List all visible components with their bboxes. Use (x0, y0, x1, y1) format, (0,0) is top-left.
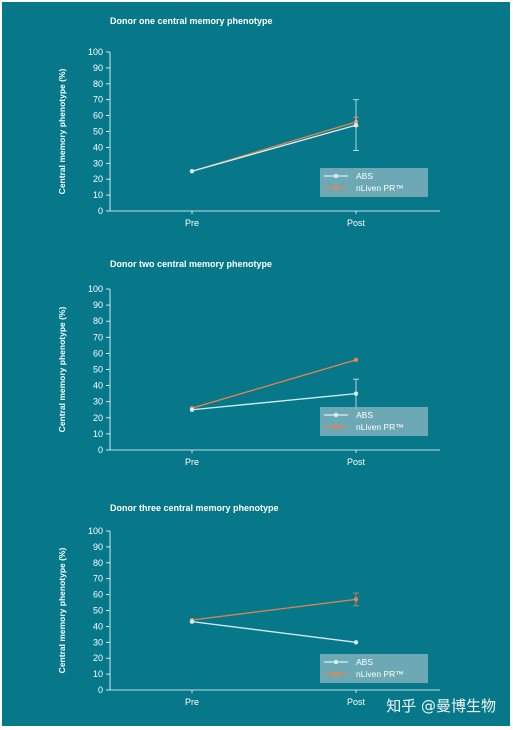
chart2-series-line-nliven (191, 359, 357, 409)
chart2-legend-swatch-marker (333, 424, 339, 430)
chart3-y-tick-label: 90 (93, 542, 103, 552)
chart3-y-axis-label: Central memory phenotype (%) (57, 548, 67, 674)
chart1-data-point-abs (353, 122, 359, 128)
chart1-x-tick-label: Post (347, 218, 366, 228)
chart1-x-tick-label: Pre (185, 218, 199, 228)
chart3-legend-box (320, 654, 428, 683)
chart1-y-axis-label: Central memory phenotype (%) (57, 69, 67, 195)
chart1-y-tick-label: 80 (93, 79, 103, 89)
chart2-y-axis-label: Central memory phenotype (%) (57, 307, 67, 433)
chart3-series-line-nliven (191, 598, 357, 621)
chart2-y-tick-label: 50 (93, 365, 103, 375)
chart2-series-line-abs (191, 393, 357, 411)
chart3-y-tick-label: 0 (98, 685, 103, 695)
chart2-legend-box (320, 407, 428, 436)
chart1-y-tick-label: 10 (93, 190, 103, 200)
chart2-x-tick-label: Post (347, 457, 366, 467)
chart2-y-tick-label: 60 (93, 348, 103, 358)
chart3-legend-label: nLiven PR™ (356, 669, 404, 679)
chart2-y-tick-label: 100 (88, 284, 103, 294)
chart2-x-tick-label: Pre (185, 457, 199, 467)
chart3-legend-label: ABS (356, 657, 373, 667)
chart1-legend-label: ABS (356, 171, 373, 181)
chart1-legend-swatch-marker (333, 185, 339, 191)
chart2-y-tick-label: 30 (93, 397, 103, 407)
chart1-y-tick-label: 20 (93, 174, 103, 184)
chart3-y-tick-label: 20 (93, 653, 103, 663)
chart2-data-point-abs (353, 391, 359, 396)
chart3-y-tick-label: 60 (93, 590, 103, 600)
chart2-legend-label: nLiven PR™ (356, 422, 404, 432)
chart1-legend-swatch-marker (333, 173, 339, 179)
chart1-y-tick-label: 70 (93, 95, 103, 105)
chart2-legend-label: ABS (356, 410, 373, 420)
chart1-legend-box (320, 168, 428, 197)
chart1-series-line-abs (191, 124, 357, 172)
chart3-data-point-abs (353, 640, 359, 645)
chart2-y-tick-label: 90 (93, 300, 103, 310)
chart2-data-point-abs (189, 407, 195, 412)
chart1-legend-label: nLiven PR™ (356, 183, 404, 193)
chart2-y-tick-label: 0 (98, 445, 103, 455)
chart3-y-tick-label: 70 (93, 574, 103, 584)
chart3-y-tick-label: 10 (93, 669, 103, 679)
chart3-y-tick-label: 100 (88, 526, 103, 536)
chart1-data-point-abs (189, 169, 195, 174)
chart1-y-tick-label: 90 (93, 63, 103, 73)
chart2-y-tick-label: 80 (93, 316, 103, 326)
chart3-series-line-abs (191, 620, 357, 643)
chart3-legend-swatch-marker (333, 659, 339, 665)
chart1-y-tick-label: 30 (93, 158, 103, 168)
chart3-y-tick-label: 80 (93, 558, 103, 568)
chart3-x-tick-label: Pre (185, 697, 199, 707)
chart2-y-tick-label: 10 (93, 429, 103, 439)
chart2-legend-swatch-marker (333, 412, 339, 418)
chart2-y-tick-label: 40 (93, 381, 103, 391)
chart3-y-tick-label: 40 (93, 621, 103, 631)
chart3-y-tick-label: 30 (93, 637, 103, 647)
chart2-y-tick-label: 20 (93, 413, 103, 423)
chart3-data-point-abs (189, 619, 195, 624)
chart2-title: Donor two central memory phenotype (110, 259, 272, 269)
chart1-y-tick-label: 60 (93, 111, 103, 121)
chart1-y-tick-label: 40 (93, 142, 103, 152)
chart3-data-point-nliven (353, 597, 359, 602)
chart3-title: Donor three central memory phenotype (110, 503, 279, 513)
watermark-text: 知乎 @曼博生物 (386, 697, 496, 715)
chart1-title: Donor one central memory phenotype (110, 16, 273, 26)
chart2-data-point-nliven (353, 357, 359, 363)
chart3-x-tick-label: Post (347, 697, 366, 707)
chart1-y-tick-label: 50 (93, 127, 103, 137)
chart3-y-tick-label: 50 (93, 606, 103, 616)
chart3-legend-swatch-marker (333, 671, 339, 677)
chart2-y-tick-label: 70 (93, 332, 103, 342)
chart1-y-tick-label: 0 (98, 206, 103, 216)
chart1-y-tick-label: 100 (88, 47, 103, 57)
